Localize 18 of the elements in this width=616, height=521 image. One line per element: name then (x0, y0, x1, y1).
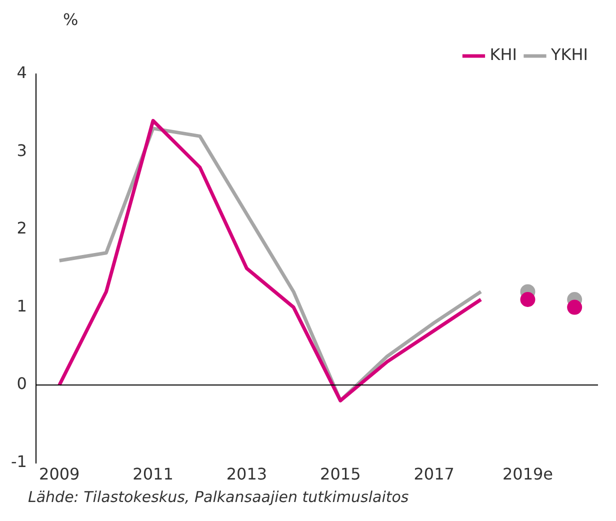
y-axis-title: % (63, 10, 78, 29)
point (520, 292, 536, 308)
y-tick-label: 3 (16, 140, 27, 160)
y-tick-label: 4 (16, 63, 27, 82)
x-tick-label: 2017 (414, 464, 454, 484)
y-tick-label: -1 (11, 452, 27, 471)
text: Lähde: Tilastokeskus, Palkansaajien tutkimuslaitos (27, 488, 410, 506)
x-tick-label: 2009 (39, 464, 80, 484)
y-tick-label: 2 (16, 218, 27, 238)
y-tick-label: 0 (16, 374, 27, 394)
x-tick-label: 2013 (226, 464, 268, 484)
y-tick-label: 1 (16, 296, 27, 316)
x-tick-label: 2015 (320, 464, 361, 484)
legend-label: YKHI (550, 45, 588, 64)
x-tick-label: 2011 (132, 464, 174, 484)
point (567, 300, 582, 315)
x-tick-label: 2019e (502, 464, 554, 484)
legend-label: KHI (490, 45, 517, 64)
